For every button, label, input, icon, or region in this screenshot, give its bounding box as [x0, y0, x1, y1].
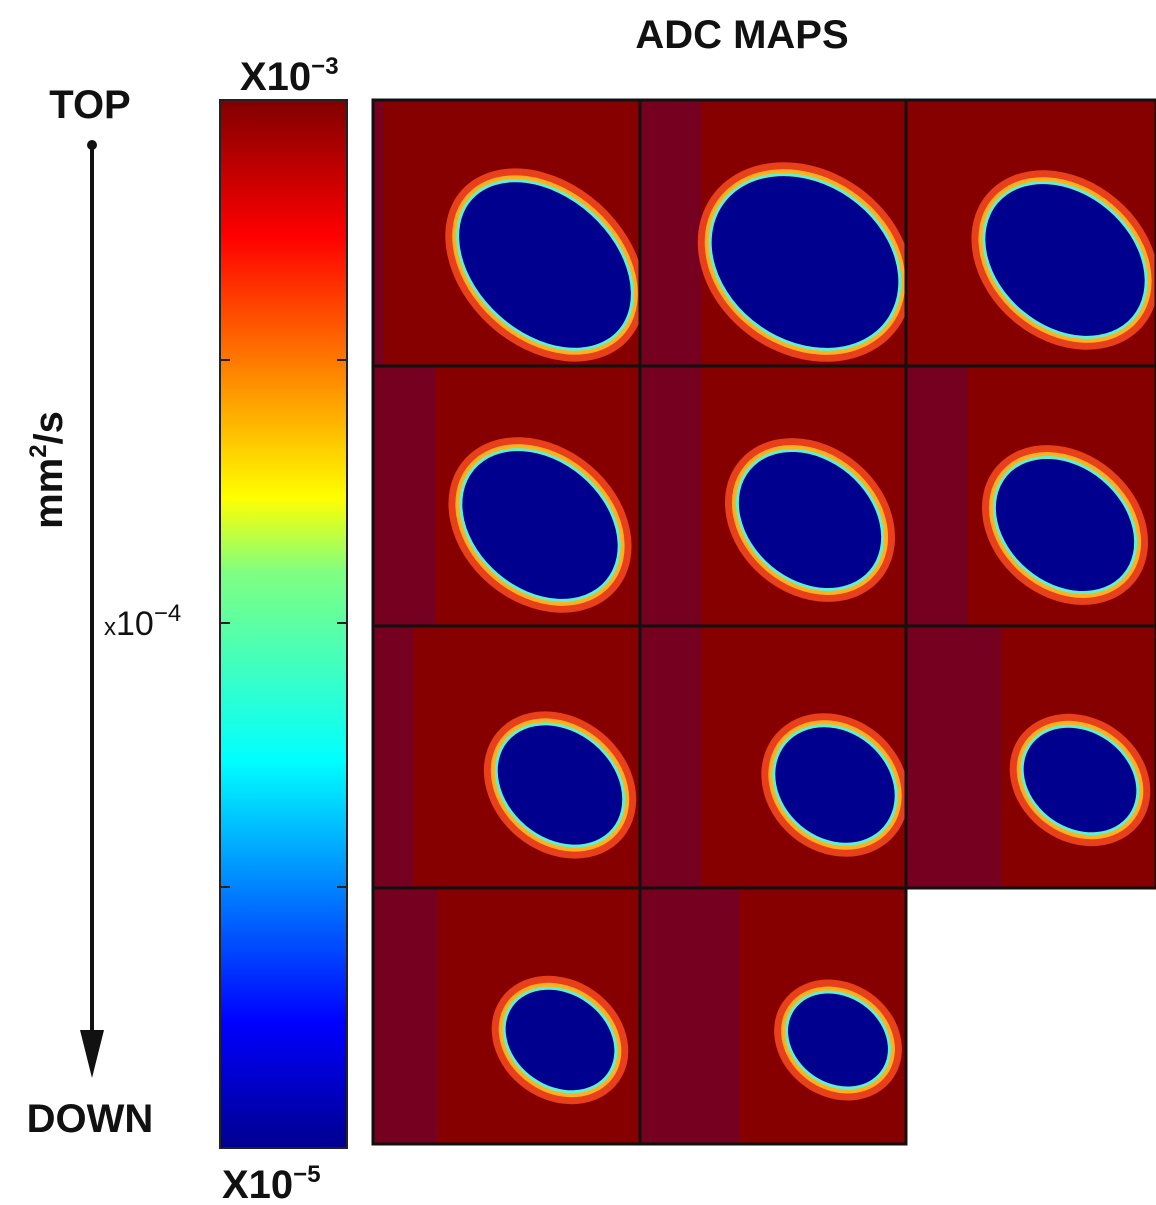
map-strip: [906, 366, 968, 626]
figure: ADC MAPS TOP DOWN mm2/s X10−3 x10−4 X10−…: [0, 0, 1156, 1205]
down-label: DOWN: [27, 1097, 154, 1141]
page: {"title": "ADC MAPS", "axis": {"top": "T…: [0, 0, 1156, 1205]
colorbar-min-label: X10−5: [222, 1161, 321, 1205]
map-strip: [640, 366, 702, 626]
top-label: TOP: [49, 83, 131, 127]
colorbar-mid-label: x10−4: [104, 600, 181, 643]
map-strip: [640, 100, 702, 366]
colorbar-max-label: X10−3: [240, 53, 339, 99]
map-strip: [640, 626, 702, 888]
colorbar: [220, 100, 347, 1148]
map-strip: [906, 626, 1001, 888]
arrow-head: [80, 1030, 104, 1078]
map-strip: [373, 366, 435, 626]
unit-label: mm2/s: [25, 411, 71, 529]
adc-map-grid: [373, 100, 1156, 1144]
map-strip: [640, 888, 740, 1144]
map-strip: [373, 626, 413, 888]
map-strip: [373, 888, 438, 1144]
title: ADC MAPS: [635, 13, 848, 57]
